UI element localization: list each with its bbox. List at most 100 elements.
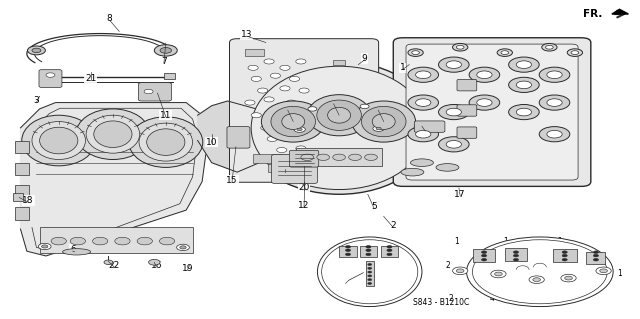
Circle shape bbox=[160, 48, 172, 53]
Circle shape bbox=[286, 100, 296, 105]
Text: 1: 1 bbox=[454, 237, 460, 246]
Text: FRONT VIEW: FRONT VIEW bbox=[340, 293, 399, 302]
Ellipse shape bbox=[86, 115, 140, 153]
Text: 4: 4 bbox=[490, 294, 495, 303]
Text: 5: 5 bbox=[348, 241, 353, 249]
Text: 13: 13 bbox=[241, 30, 252, 39]
Circle shape bbox=[373, 126, 385, 131]
Circle shape bbox=[137, 237, 152, 245]
Circle shape bbox=[346, 249, 351, 251]
Circle shape bbox=[267, 137, 277, 141]
FancyBboxPatch shape bbox=[227, 127, 250, 148]
FancyBboxPatch shape bbox=[271, 154, 317, 183]
Bar bbox=[15, 141, 29, 153]
Circle shape bbox=[368, 283, 372, 285]
Circle shape bbox=[115, 237, 130, 245]
Circle shape bbox=[438, 57, 469, 72]
Text: 16: 16 bbox=[150, 261, 162, 270]
Circle shape bbox=[248, 65, 258, 70]
Text: 10: 10 bbox=[206, 137, 218, 147]
Circle shape bbox=[296, 59, 306, 64]
Circle shape bbox=[245, 100, 255, 105]
Circle shape bbox=[349, 154, 362, 160]
Bar bbox=[366, 261, 374, 286]
Circle shape bbox=[513, 258, 518, 261]
Text: 4: 4 bbox=[422, 125, 428, 134]
FancyBboxPatch shape bbox=[457, 127, 477, 138]
Circle shape bbox=[283, 123, 293, 128]
Bar bbox=[15, 185, 29, 197]
Circle shape bbox=[408, 95, 438, 110]
Circle shape bbox=[540, 67, 570, 82]
Circle shape bbox=[264, 59, 274, 64]
Circle shape bbox=[495, 272, 502, 276]
Circle shape bbox=[260, 125, 271, 130]
Circle shape bbox=[513, 251, 518, 253]
Circle shape bbox=[299, 88, 309, 93]
Circle shape bbox=[387, 246, 392, 248]
Bar bbox=[15, 163, 29, 175]
Ellipse shape bbox=[139, 123, 193, 161]
Circle shape bbox=[366, 253, 371, 256]
Ellipse shape bbox=[436, 164, 459, 171]
Circle shape bbox=[144, 89, 153, 94]
Circle shape bbox=[456, 45, 464, 49]
Ellipse shape bbox=[94, 121, 132, 147]
Circle shape bbox=[509, 57, 540, 72]
Bar bbox=[245, 49, 264, 56]
Circle shape bbox=[296, 146, 306, 151]
Circle shape bbox=[415, 99, 431, 106]
Circle shape bbox=[346, 253, 351, 256]
Bar bbox=[253, 154, 282, 163]
Circle shape bbox=[596, 267, 611, 275]
Bar bbox=[15, 207, 29, 219]
Ellipse shape bbox=[63, 249, 91, 255]
Text: FR.: FR. bbox=[582, 9, 602, 19]
Text: 6: 6 bbox=[70, 245, 76, 254]
Text: 4: 4 bbox=[484, 286, 490, 295]
Circle shape bbox=[38, 243, 51, 250]
Text: 5: 5 bbox=[371, 203, 377, 211]
Ellipse shape bbox=[467, 237, 613, 307]
Circle shape bbox=[540, 95, 570, 110]
Circle shape bbox=[264, 97, 274, 102]
Circle shape bbox=[497, 49, 513, 56]
Circle shape bbox=[387, 249, 392, 251]
Circle shape bbox=[302, 159, 312, 164]
Ellipse shape bbox=[352, 101, 415, 142]
Circle shape bbox=[177, 244, 189, 250]
Bar bbox=[268, 164, 293, 172]
Circle shape bbox=[477, 99, 492, 106]
Circle shape bbox=[251, 76, 261, 81]
Circle shape bbox=[28, 46, 45, 55]
Bar bbox=[473, 249, 495, 262]
Circle shape bbox=[516, 81, 532, 89]
Circle shape bbox=[368, 279, 372, 281]
FancyBboxPatch shape bbox=[457, 79, 477, 91]
Circle shape bbox=[547, 71, 562, 78]
Circle shape bbox=[415, 130, 431, 138]
Text: 3: 3 bbox=[33, 97, 39, 106]
Circle shape bbox=[376, 127, 381, 130]
Ellipse shape bbox=[244, 62, 435, 194]
Circle shape bbox=[292, 113, 303, 118]
Circle shape bbox=[516, 108, 532, 116]
Bar bbox=[586, 252, 605, 264]
Ellipse shape bbox=[40, 127, 78, 154]
Circle shape bbox=[452, 43, 468, 51]
Circle shape bbox=[368, 271, 372, 273]
Ellipse shape bbox=[261, 101, 325, 142]
Circle shape bbox=[154, 45, 177, 56]
Circle shape bbox=[46, 73, 55, 77]
Circle shape bbox=[600, 269, 607, 273]
Text: 5: 5 bbox=[540, 237, 544, 246]
Circle shape bbox=[541, 43, 557, 51]
Text: 1: 1 bbox=[400, 63, 406, 72]
Circle shape bbox=[547, 99, 562, 106]
Ellipse shape bbox=[307, 95, 371, 136]
Text: 11: 11 bbox=[160, 111, 172, 120]
Ellipse shape bbox=[22, 115, 96, 166]
Circle shape bbox=[294, 127, 305, 132]
Ellipse shape bbox=[401, 168, 424, 176]
Circle shape bbox=[491, 270, 506, 278]
